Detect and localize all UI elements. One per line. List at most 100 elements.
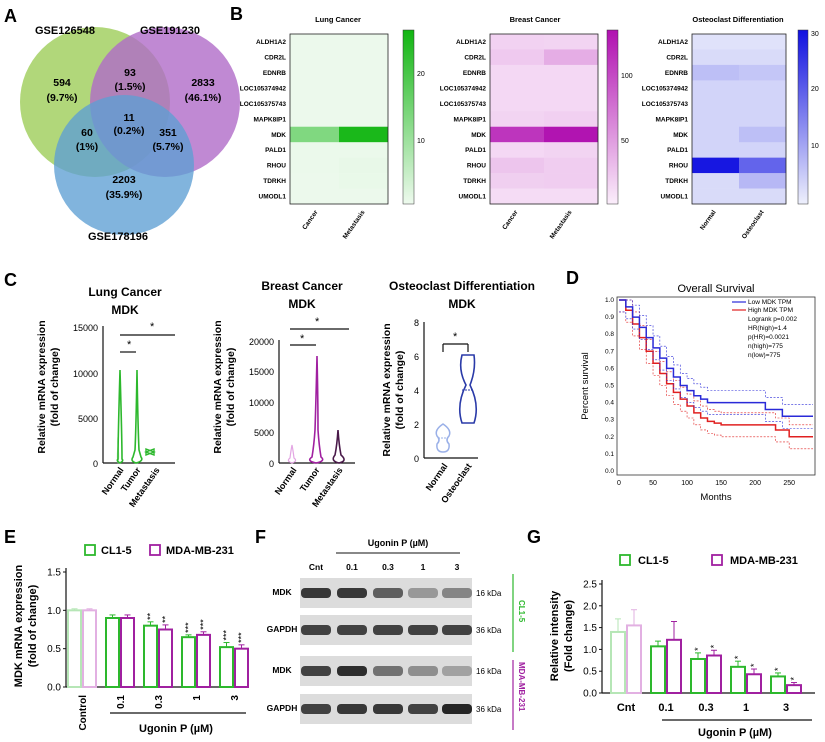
heatmap-gene-label: LOC105374942	[440, 85, 487, 92]
y-tick-label: 1.0	[583, 645, 597, 656]
heatmap-cell	[339, 142, 388, 158]
violin-metastasis	[144, 447, 156, 457]
x-tick-label: 1	[192, 695, 203, 701]
bar-mda	[82, 609, 97, 688]
y-tick-label: 0.6	[605, 365, 614, 372]
colorbar-tick: 100	[621, 73, 633, 80]
sig-marker: ***	[237, 632, 247, 643]
x-tick-label: 200	[749, 480, 761, 487]
survival-legend-item: High MDK TPM	[748, 307, 793, 314]
venn-region-pct: (35.9%)	[106, 189, 143, 201]
heatmap-cell	[739, 188, 786, 205]
heatmap-gene-label: ALDH1A2	[256, 39, 286, 46]
heatmap-cell	[692, 49, 739, 66]
heatmap-title: Osteoclast Differentiation	[692, 15, 784, 24]
heatmap-gene-label: MAPK8IP1	[453, 116, 486, 123]
sig-marker: *	[749, 663, 759, 667]
legend-swatch-cl15	[84, 544, 96, 556]
y-tick-label: 8	[414, 318, 419, 328]
heatmap-gene-label: ALDH1A2	[658, 39, 688, 46]
violin-normal	[287, 444, 297, 464]
survival-legend-item: HR(high)=1.4	[748, 325, 787, 332]
heatmap-cell	[739, 34, 786, 50]
venn-region-count: 11	[123, 112, 134, 124]
survival-curve-high	[619, 299, 813, 438]
heatmap-breast: Breast Cancer ALDH1A2 CDR2L EDNRB LOC105374…	[440, 15, 633, 240]
x-tick-label: 0	[617, 480, 621, 487]
violin-ylabel: Relative mRNA expression	[36, 320, 48, 453]
heatmap-cell	[490, 80, 544, 97]
y-tick-label: 0.4	[605, 400, 614, 407]
bar-cl15	[105, 617, 120, 688]
sig-marker: *	[693, 647, 703, 651]
sig-marker: ***	[222, 630, 232, 641]
heatmap-gene-label: MAPK8IP1	[655, 116, 688, 123]
heatmap-gene-label: UMODL1	[459, 194, 487, 201]
heatmap-cell	[692, 80, 739, 97]
heatmap-cell	[290, 173, 339, 189]
panel-label-d: D	[566, 268, 579, 288]
violin-lung: Lung Cancer MDK Relative mRNA expression…	[36, 285, 175, 509]
blot-band	[337, 625, 367, 635]
heatmap-cell	[692, 111, 739, 128]
bar-mda	[234, 647, 249, 689]
heatmap-title: Lung Cancer	[315, 15, 361, 24]
heatmap-gene-label: RHOU	[467, 163, 486, 170]
e-xlabel: Ugonin P (µM)	[139, 723, 213, 735]
sig-marker: ***	[184, 622, 194, 633]
heatmap-cell	[739, 157, 786, 174]
colorbar-tick: 20	[811, 86, 819, 93]
heatmap-cell	[290, 142, 339, 158]
heatmap-gene-label: LOC105375743	[440, 101, 487, 108]
heatmap-gene-label: EDNRB	[665, 70, 688, 77]
y-tick-label: 4	[414, 386, 419, 396]
heatmap-cell	[739, 49, 786, 66]
bar-cl15	[650, 645, 666, 695]
heatmap-gene-label: CDR2L	[464, 54, 486, 61]
heatmap-gene-label: LOC105374942	[240, 85, 287, 92]
y-tick-label: 0.1	[605, 451, 614, 458]
legend-label: CL1-5	[638, 555, 669, 567]
heatmap-gene-label: TDRKH	[665, 178, 688, 185]
legend-label: MDA-MB-231	[730, 555, 798, 567]
venn-region-count: 594	[53, 77, 71, 89]
x-tick-label: 0.3	[698, 702, 713, 714]
blot-kda-label: 16 kDa	[476, 667, 502, 676]
heatmap-cell	[544, 49, 598, 66]
heatmap-cell	[339, 80, 388, 97]
x-tick-label: 0.1	[658, 702, 673, 714]
sig-marker: *	[453, 331, 458, 343]
legend-swatch-mda	[149, 544, 161, 556]
venn-label-set2: GSE191230	[140, 25, 200, 37]
sig-marker: *	[773, 667, 783, 671]
blot-kda-label: 36 kDa	[476, 626, 502, 635]
panel-b: B Lung Cancer ALDH1A2 CDR2L EDNRB LOC105374…	[230, 4, 819, 240]
blot-band	[337, 588, 367, 598]
blot-band	[301, 588, 331, 598]
venn-region-pct: (1.5%)	[115, 81, 146, 93]
violin-tumor	[308, 355, 324, 464]
heatmap-gene-label: UMODL1	[661, 194, 689, 201]
colorbar-breast	[606, 29, 619, 205]
x-tick-label: 50	[649, 480, 657, 487]
y-tick-label: 15000	[249, 367, 274, 377]
bar-cl15	[181, 636, 196, 689]
heatmap-cell	[339, 188, 388, 205]
heatmap-cell	[290, 80, 339, 97]
y-tick-label: 5000	[254, 428, 274, 438]
blot-band	[373, 588, 403, 598]
heatmap-gene-label: PALD1	[667, 147, 688, 154]
x-tick-label: 3	[230, 695, 241, 701]
blot-band	[442, 704, 472, 714]
sig-marker: *	[733, 655, 743, 659]
heatmap-gene-label: PALD1	[265, 147, 286, 154]
sig-marker: **	[161, 615, 171, 623]
venn-region-pct: (9.7%)	[47, 92, 78, 104]
heatmap-cell	[339, 49, 388, 66]
violin-ylabel: (fold of change)	[394, 351, 406, 430]
x-tick-label: 150	[715, 480, 727, 487]
blot-band	[442, 588, 472, 598]
heatmap-gene-label: RHOU	[669, 163, 688, 170]
colorbar-lung	[402, 29, 415, 205]
